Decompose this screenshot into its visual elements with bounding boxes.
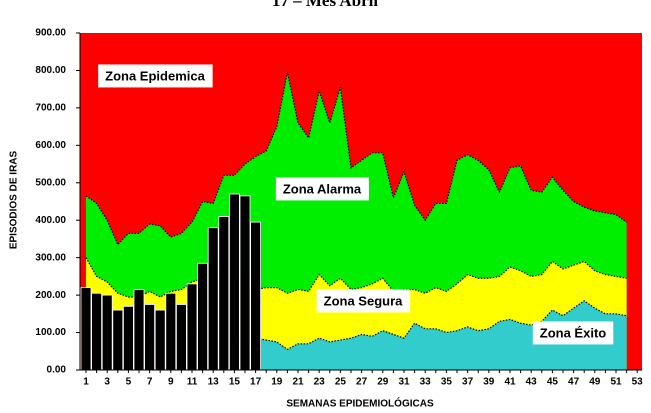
x-tick-label: 1	[83, 377, 89, 388]
bar	[218, 216, 230, 371]
zone-label-box	[98, 64, 213, 88]
x-tick-label: 51	[610, 377, 622, 388]
x-tick-label: 37	[462, 377, 474, 388]
y-tick-label: 900.00	[35, 28, 66, 39]
x-tick-label: 23	[314, 377, 326, 388]
x-tick-label: 35	[441, 377, 453, 388]
x-tick-label: 41	[504, 377, 516, 388]
y-tick-label: 600.00	[35, 140, 66, 151]
bar	[112, 309, 124, 371]
zone-boundary	[85, 72, 627, 246]
bar	[101, 294, 113, 371]
bar	[228, 193, 240, 371]
x-tick-label: 21	[292, 377, 304, 388]
x-tick-label: 27	[356, 377, 368, 388]
bar	[175, 304, 187, 371]
x-tick-label: 29	[377, 377, 389, 388]
x-tick-label: 13	[208, 377, 220, 388]
zone-label: Zona Epidemica	[105, 68, 205, 83]
x-tick-label: 45	[547, 377, 559, 388]
x-tick-label: 33	[420, 377, 432, 388]
zone-label: Zona Alarma	[283, 181, 362, 196]
zone-label-box	[316, 289, 411, 313]
x-tick-label: 19	[271, 377, 283, 388]
zone-label-box	[532, 321, 614, 345]
zone-label-box	[275, 177, 369, 201]
x-tick-label: 7	[147, 377, 153, 388]
y-tick-label: 300.00	[35, 252, 66, 263]
x-tick-label: 39	[483, 377, 495, 388]
y-tick-label: 800.00	[35, 65, 66, 76]
x-tick-label: 53	[632, 377, 644, 388]
x-tick-label: 31	[398, 377, 410, 388]
y-tick-label: 500.00	[35, 177, 66, 188]
x-tick-label: 15	[229, 377, 241, 388]
bar	[207, 227, 219, 371]
x-tick-label: 17	[250, 377, 262, 388]
zone-label: Zona Segura	[324, 293, 404, 308]
x-tick-label: 11	[187, 377, 198, 388]
bar	[197, 262, 209, 371]
y-tick-label: 700.00	[35, 103, 66, 114]
x-tick-label: 25	[335, 377, 347, 388]
x-tick-label: 3	[104, 377, 110, 388]
bar	[91, 292, 102, 371]
zone-label: Zona Éxito	[540, 325, 607, 340]
bar	[154, 309, 166, 371]
bar	[239, 195, 251, 371]
bar	[165, 292, 177, 371]
bar	[186, 283, 198, 371]
bar	[144, 304, 156, 371]
zone-boundary	[85, 257, 627, 298]
y-tick-label: 100.00	[35, 327, 66, 338]
bar	[250, 221, 262, 371]
x-tick-label: 43	[526, 377, 538, 388]
x-tick-label: 47	[568, 377, 580, 388]
bar	[123, 305, 134, 371]
y-axis-label: EPISODIOS DE IRAS	[9, 150, 20, 249]
x-tick-label: 49	[589, 377, 601, 388]
y-tick-label: 400.00	[35, 215, 66, 226]
y-tick-label: 200.00	[35, 290, 66, 301]
x-tick-label: 5	[126, 377, 132, 388]
x-tick-label: 9	[168, 377, 174, 388]
y-tick-label: 0.00	[47, 365, 67, 376]
chart-title: 17 – Mes Abril	[272, 0, 379, 10]
x-axis-label: SEMANAS EPIDEMIOLÓGICAS	[286, 397, 434, 410]
bar	[80, 287, 92, 371]
bar	[133, 289, 145, 371]
